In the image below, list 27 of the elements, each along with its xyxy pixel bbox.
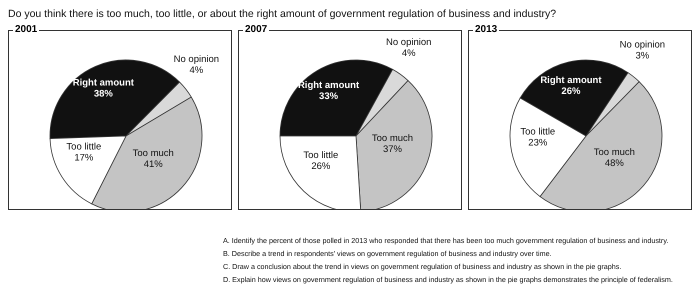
data-label: 3%	[636, 50, 650, 62]
slice-label: Too much	[372, 132, 414, 144]
slice-label: Too much	[594, 146, 635, 158]
data-label: 38%	[94, 88, 114, 100]
data-label: 48%	[604, 158, 624, 169]
slice-label: Too little	[66, 142, 102, 153]
data-label: 37%	[382, 144, 403, 155]
data-label: 4%	[189, 64, 204, 76]
slice-label: No opinion	[620, 40, 666, 51]
slice-label: Too little	[520, 126, 556, 138]
data-label: 41%	[144, 159, 164, 170]
slice-label: Right amount	[72, 78, 135, 89]
slice-label: No opinion	[174, 54, 220, 65]
data-label: 26%	[311, 161, 331, 172]
data-label: 33%	[319, 91, 339, 102]
text: Do you think there is too much, too little, or about the right amount of government regulation of business and industry?	[8, 8, 558, 20]
slice-label: Too little	[303, 150, 338, 162]
chart-title: 2007	[243, 24, 270, 36]
slice-label: No opinion	[386, 36, 432, 48]
slice-label: Right amount	[540, 75, 602, 86]
chart-title: 2001	[13, 24, 40, 36]
data-label: 26%	[561, 86, 581, 98]
data-label: 17%	[74, 152, 94, 164]
data-label: 23%	[528, 138, 548, 149]
data-label: 4%	[402, 48, 416, 59]
chart-title: 2013	[473, 24, 500, 36]
slice-label: Too much	[132, 148, 174, 160]
